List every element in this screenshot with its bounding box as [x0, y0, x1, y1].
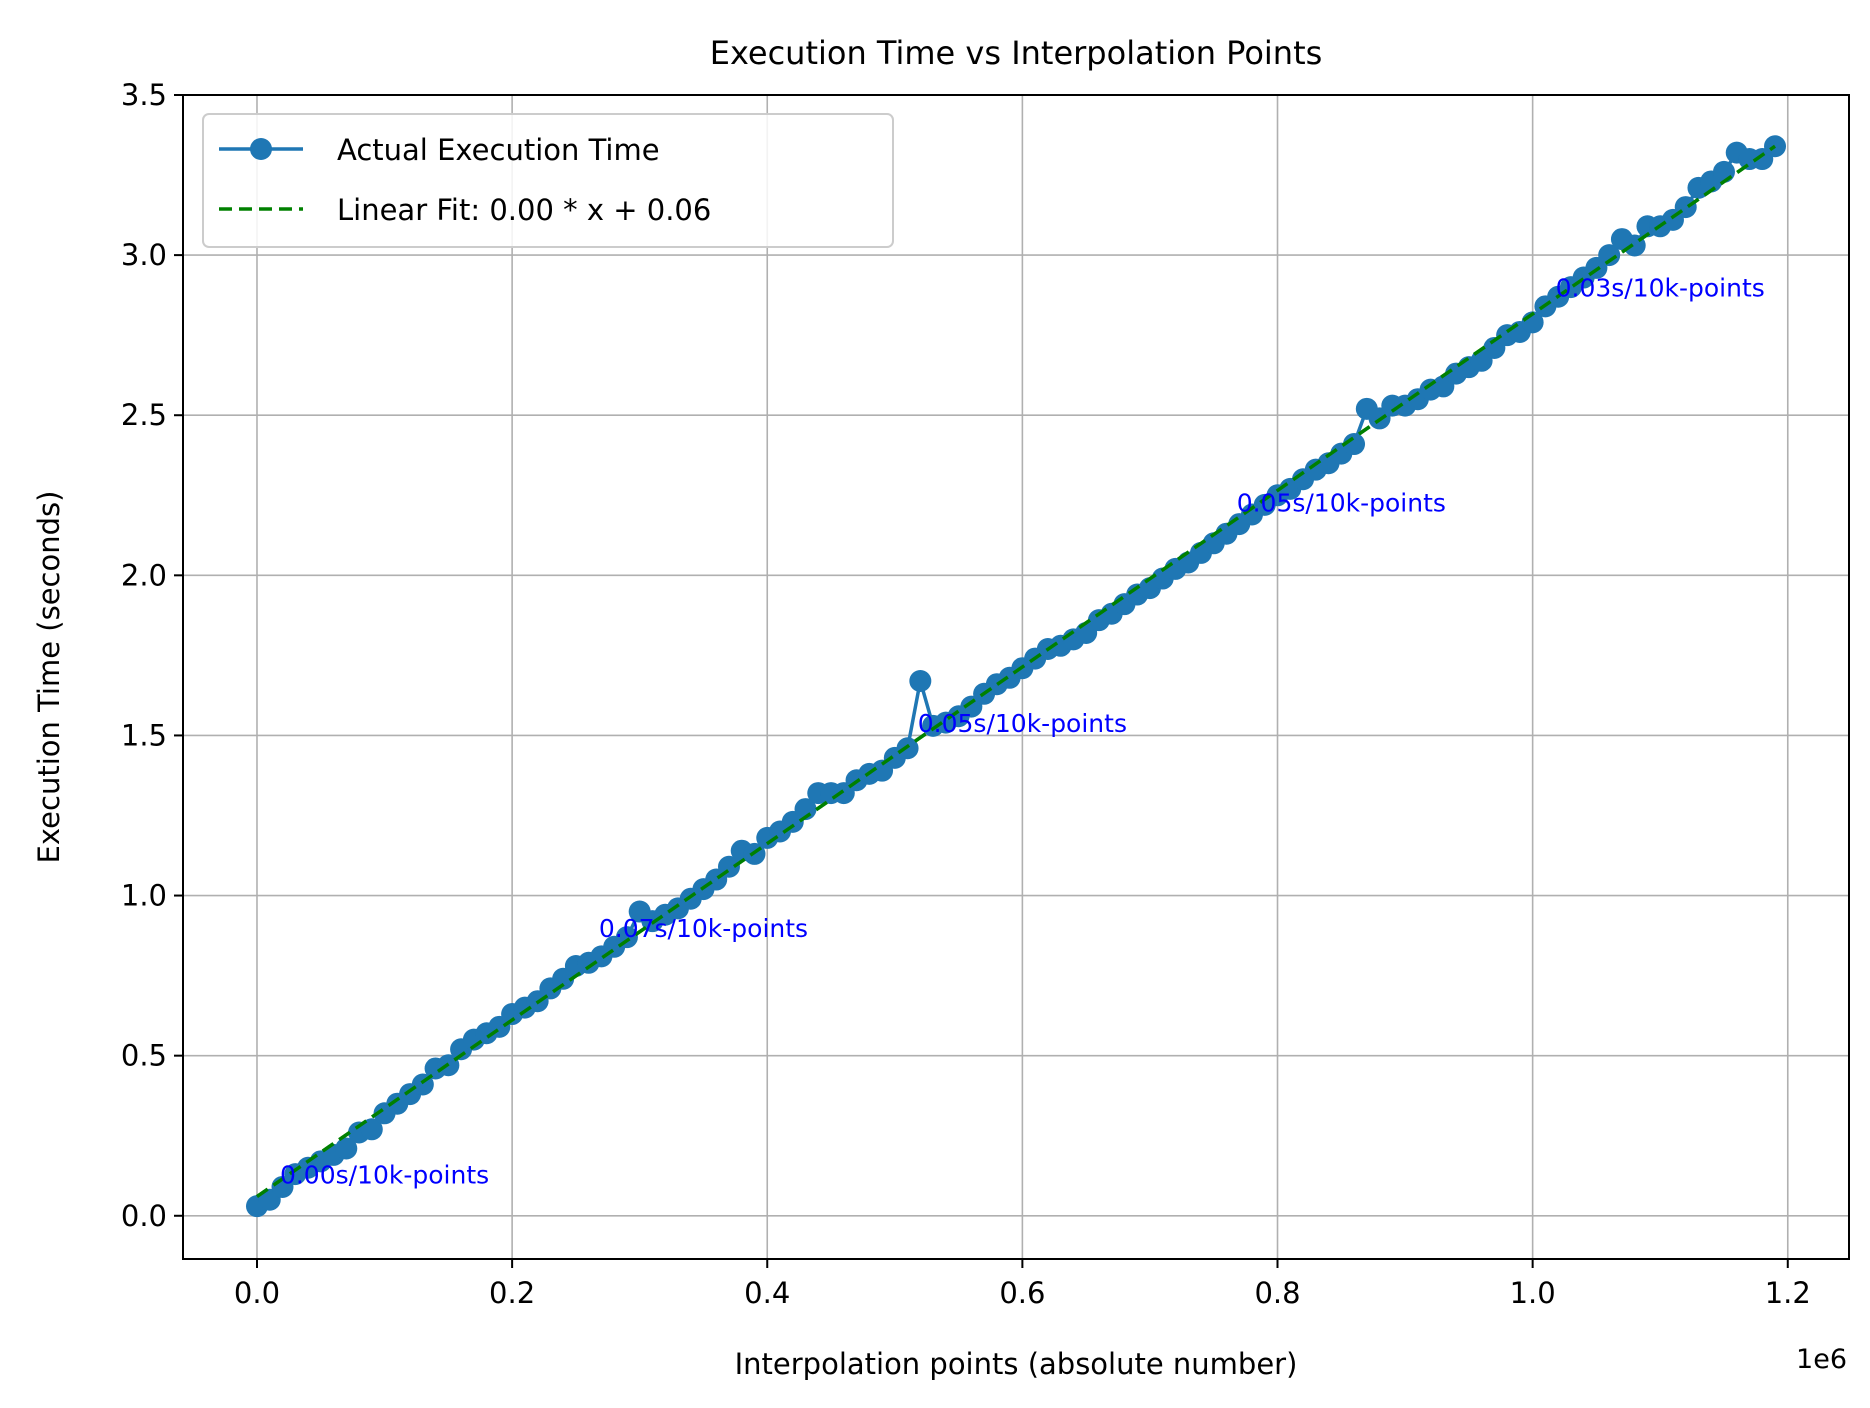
execution-time-series [245, 135, 1787, 1218]
legend-label-fit: Linear Fit: 0.00 * x + 0.06 [337, 193, 711, 227]
rate-annotation: 0.05s/10k-points [1237, 488, 1446, 517]
y-tick-label: 3.0 [121, 238, 167, 272]
x-tick-label: 1.2 [1765, 1276, 1811, 1310]
rate-annotation: 0.05s/10k-points [918, 709, 1127, 738]
x-tick-label: 1.0 [1510, 1276, 1556, 1310]
execution-time-point [1343, 433, 1366, 456]
annotations: 0.00s/10k-points 0.07s/10k-points 0.05s/10… [280, 274, 1765, 1190]
execution-time-point [360, 1118, 383, 1141]
y-tick-label: 1.5 [121, 718, 167, 752]
legend-marker-actual [250, 138, 272, 160]
rate-annotation: 0.07s/10k-points [599, 914, 808, 943]
x-tick-label: 0.6 [999, 1276, 1045, 1310]
legend: Actual Execution Time Linear Fit: 0.00 *… [202, 113, 894, 248]
execution-time-point [335, 1137, 358, 1160]
x-tick-label: 0.8 [1254, 1276, 1300, 1310]
rate-annotation: 0.03s/10k-points [1556, 274, 1765, 303]
x-axis-offset-label: 1e6 [1796, 1344, 1847, 1375]
plot-frame [182, 94, 1850, 1260]
execution-time-point [909, 670, 932, 693]
y-tick-label: 1.0 [121, 879, 167, 913]
axis-ticks: 0.0 0.2 0.4 0.6 0.8 1.0 1.2 0.0 0.5 1.0 1.5 2.0 2.5 3… [121, 78, 1811, 1310]
x-tick-label: 0.0 [234, 1276, 280, 1310]
y-tick-label: 0.0 [121, 1199, 167, 1233]
y-tick-label: 2.0 [121, 558, 167, 592]
legend-box [202, 113, 894, 248]
x-tick-label: 0.2 [489, 1276, 535, 1310]
linear-fit-line [255, 144, 1777, 1198]
execution-time-point [1598, 244, 1621, 267]
y-tick-label: 0.5 [121, 1039, 167, 1073]
chart-title: Execution Time vs Interpolation Points [710, 34, 1323, 72]
legend-label-actual: Actual Execution Time [337, 133, 660, 167]
y-tick-label: 3.5 [121, 78, 167, 112]
x-tick-label: 0.4 [744, 1276, 790, 1310]
y-axis-label: Execution Time (seconds) [32, 491, 66, 864]
x-axis-label: Interpolation points (absolute number) [735, 1347, 1298, 1381]
execution-time-point [1764, 135, 1787, 158]
y-tick-label: 2.5 [121, 398, 167, 432]
rate-annotation: 0.00s/10k-points [280, 1161, 489, 1190]
